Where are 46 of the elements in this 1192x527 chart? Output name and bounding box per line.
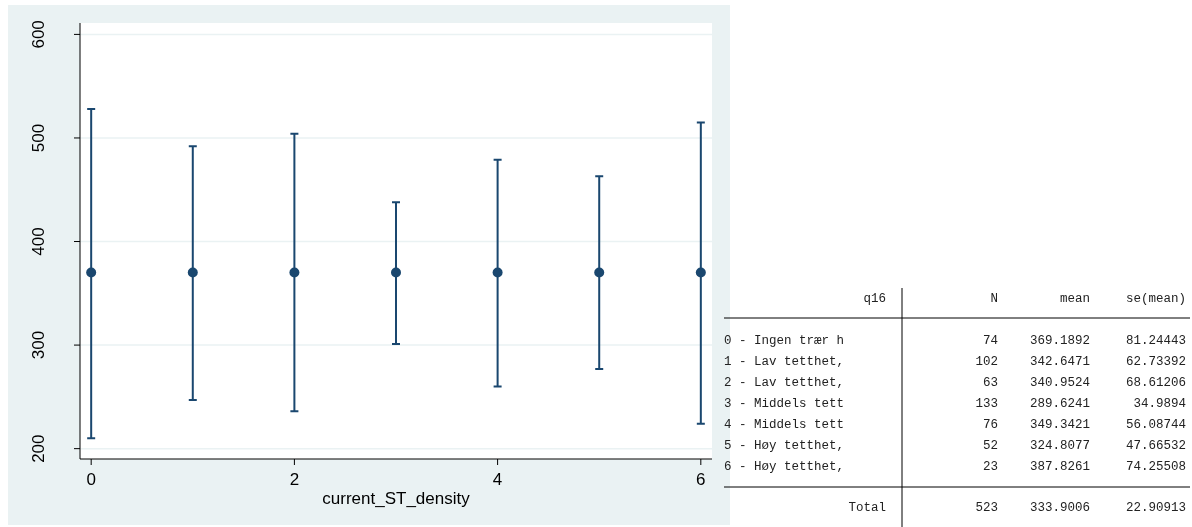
text: se(mean) (1125, 292, 1186, 306)
text: 342.6471 (1029, 355, 1090, 369)
text: 62.73392 (1125, 355, 1186, 369)
text: 56.08744 (1125, 418, 1186, 432)
text: q16 (863, 292, 886, 306)
y-tick-label: 300 (28, 330, 48, 360)
y-tick-label: 500 (28, 123, 48, 153)
text: 52 (982, 439, 998, 453)
text: 0 - Ingen trær h (724, 334, 845, 348)
text: 349.3421 (1029, 418, 1090, 432)
text: 102 (975, 355, 998, 369)
y-tick-label: 200 (28, 434, 48, 463)
x-axis-title: current_ST_density (322, 489, 471, 508)
y-tick-label: 400 (28, 227, 48, 256)
x-tick-label: 2 (289, 470, 300, 489)
text: 74.25508 (1125, 460, 1186, 474)
text: 81.24443 (1125, 334, 1186, 348)
text: 1 - Lav tetthet, (724, 355, 845, 369)
text: 333.9006 (1029, 501, 1090, 515)
text: 63 (982, 376, 998, 390)
text: N (990, 292, 998, 306)
y-tick-label: 600 (28, 20, 48, 49)
text: 4 - Middels tett (724, 418, 845, 432)
text: mean (1059, 292, 1090, 306)
text: 369.1892 (1029, 334, 1090, 348)
text: 23 (982, 460, 998, 474)
text: 3 - Middels tett (724, 397, 845, 411)
text: 68.61206 (1125, 376, 1186, 390)
text: 387.8261 (1029, 460, 1090, 474)
text: 133 (975, 397, 998, 411)
text: 340.9524 (1029, 376, 1090, 390)
text: 5 - Høy tetthet, (724, 439, 845, 453)
text: Total (848, 501, 886, 515)
text: 6 - Høy tetthet, (724, 460, 845, 474)
text: 523 (975, 501, 998, 515)
x-tick-label: 6 (696, 470, 706, 489)
text: 47.66532 (1125, 439, 1186, 453)
x-tick-label: 4 (492, 470, 503, 489)
text: 76 (982, 418, 998, 432)
x-tick-label: 0 (86, 470, 96, 489)
text: 324.8077 (1029, 439, 1090, 453)
text: 2 - Lav tetthet, (724, 376, 845, 390)
text: 22.90913 (1125, 501, 1186, 515)
text: 74 (982, 334, 998, 348)
text: 289.6241 (1029, 397, 1090, 411)
text: 34.9894 (1133, 397, 1186, 411)
